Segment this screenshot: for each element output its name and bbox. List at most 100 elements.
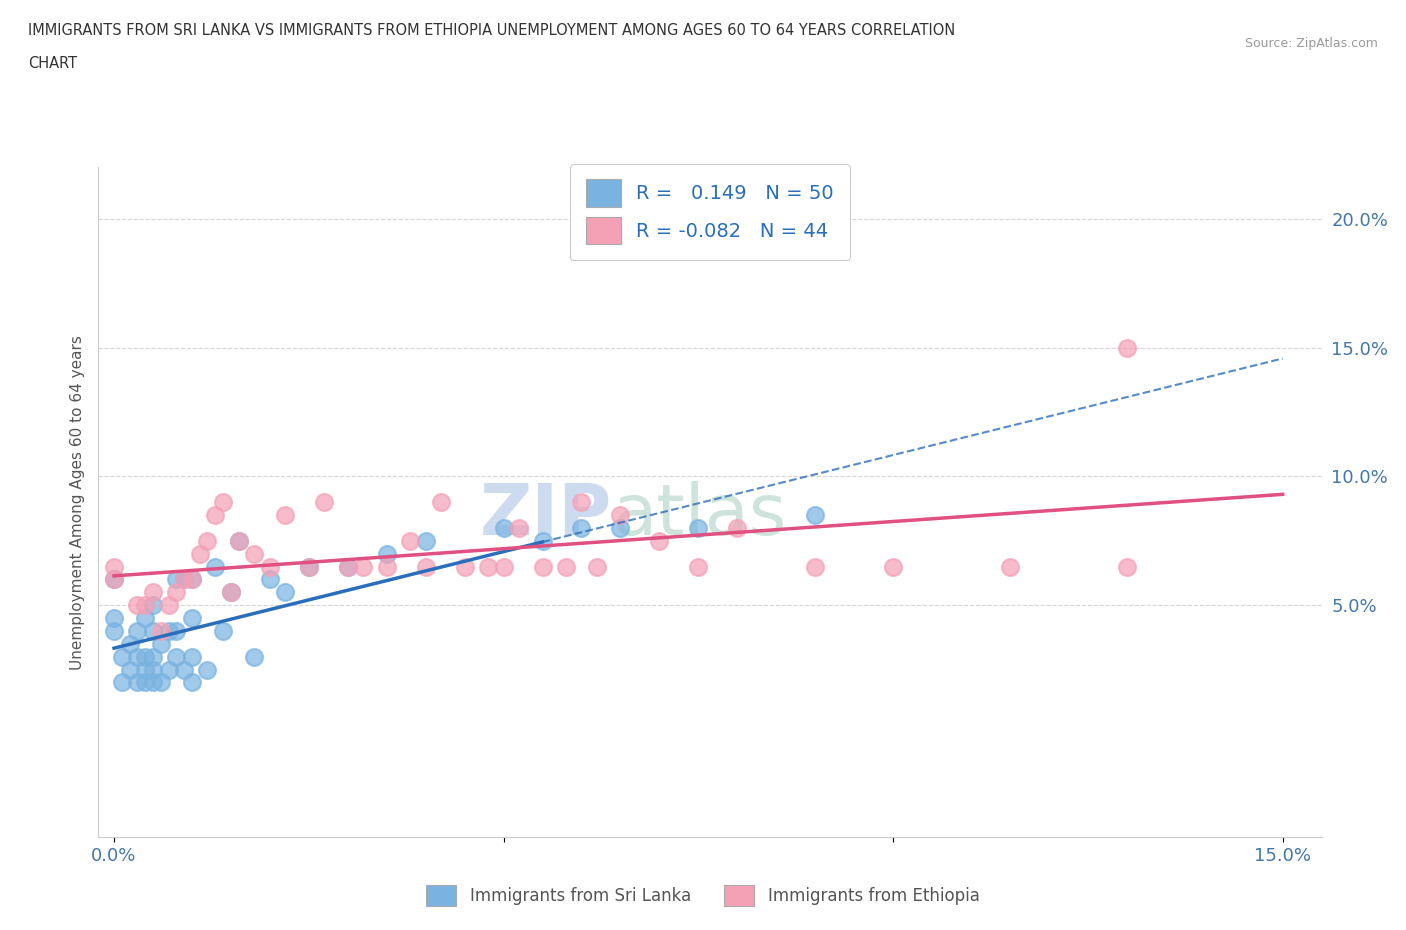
Point xyxy=(804,508,827,523)
Point xyxy=(571,521,593,536)
Point xyxy=(998,559,1021,574)
Point xyxy=(648,534,671,549)
Point xyxy=(134,649,156,664)
Point xyxy=(219,585,242,600)
Point xyxy=(336,559,359,574)
Text: atlas: atlas xyxy=(612,481,786,550)
Point xyxy=(212,623,235,638)
Point xyxy=(212,495,235,510)
Point xyxy=(142,649,165,664)
Point xyxy=(142,598,165,613)
Text: Source: ZipAtlas.com: Source: ZipAtlas.com xyxy=(1244,37,1378,50)
Y-axis label: Unemployment Among Ages 60 to 64 years: Unemployment Among Ages 60 to 64 years xyxy=(69,335,84,670)
Point xyxy=(103,572,125,587)
Point xyxy=(492,559,515,574)
Point xyxy=(508,521,530,536)
Text: IMMIGRANTS FROM SRI LANKA VS IMMIGRANTS FROM ETHIOPIA UNEMPLOYMENT AMONG AGES 60: IMMIGRANTS FROM SRI LANKA VS IMMIGRANTS … xyxy=(28,23,955,38)
Point xyxy=(725,521,748,536)
Point xyxy=(197,534,219,549)
Point xyxy=(118,662,141,677)
Point xyxy=(157,598,180,613)
Point xyxy=(259,572,281,587)
Point xyxy=(688,521,710,536)
Text: CHART: CHART xyxy=(28,56,77,71)
Legend: Immigrants from Sri Lanka, Immigrants from Ethiopia: Immigrants from Sri Lanka, Immigrants fr… xyxy=(420,879,986,912)
Point xyxy=(103,611,125,626)
Point xyxy=(243,649,266,664)
Point xyxy=(531,534,554,549)
Point xyxy=(609,508,631,523)
Point xyxy=(274,585,297,600)
Point xyxy=(142,675,165,690)
Point xyxy=(688,559,710,574)
Point xyxy=(571,495,593,510)
Point xyxy=(197,662,219,677)
Point xyxy=(219,585,242,600)
Point xyxy=(127,675,149,690)
Point xyxy=(399,534,422,549)
Point xyxy=(554,559,576,574)
Point xyxy=(103,559,125,574)
Point xyxy=(180,611,202,626)
Point xyxy=(430,495,453,510)
Point xyxy=(111,675,134,690)
Legend: R =   0.149   N = 50, R = -0.082   N = 44: R = 0.149 N = 50, R = -0.082 N = 44 xyxy=(571,164,849,259)
Point xyxy=(204,508,226,523)
Point xyxy=(415,559,437,574)
Point xyxy=(882,559,904,574)
Point xyxy=(103,623,125,638)
Point xyxy=(165,649,187,664)
Point xyxy=(204,559,226,574)
Point xyxy=(180,572,202,587)
Point xyxy=(134,675,156,690)
Point xyxy=(173,662,195,677)
Point xyxy=(453,559,475,574)
Point xyxy=(477,559,499,574)
Point xyxy=(609,521,631,536)
Point xyxy=(298,559,321,574)
Point xyxy=(149,675,172,690)
Point xyxy=(180,572,202,587)
Point xyxy=(336,559,359,574)
Point xyxy=(314,495,336,510)
Point xyxy=(531,559,554,574)
Point xyxy=(134,598,156,613)
Point xyxy=(173,572,195,587)
Point xyxy=(157,623,180,638)
Point xyxy=(228,534,250,549)
Point xyxy=(492,521,515,536)
Point xyxy=(127,649,149,664)
Point xyxy=(1115,559,1137,574)
Point xyxy=(352,559,374,574)
Point xyxy=(142,662,165,677)
Point xyxy=(157,662,180,677)
Point xyxy=(142,585,165,600)
Point xyxy=(298,559,321,574)
Point xyxy=(804,559,827,574)
Point xyxy=(103,572,125,587)
Point xyxy=(127,623,149,638)
Point xyxy=(165,585,187,600)
Point xyxy=(228,534,250,549)
Point xyxy=(415,534,437,549)
Point xyxy=(375,559,398,574)
Point xyxy=(149,636,172,651)
Point xyxy=(188,546,211,561)
Point xyxy=(142,623,165,638)
Point xyxy=(375,546,398,561)
Point xyxy=(118,636,141,651)
Point xyxy=(243,546,266,561)
Point xyxy=(1115,340,1137,355)
Point xyxy=(173,572,195,587)
Point xyxy=(586,559,609,574)
Point xyxy=(134,611,156,626)
Point xyxy=(165,572,187,587)
Point xyxy=(149,623,172,638)
Point xyxy=(134,662,156,677)
Point xyxy=(180,675,202,690)
Point xyxy=(274,508,297,523)
Point xyxy=(127,598,149,613)
Text: ZIP: ZIP xyxy=(479,481,612,550)
Point xyxy=(111,649,134,664)
Point xyxy=(259,559,281,574)
